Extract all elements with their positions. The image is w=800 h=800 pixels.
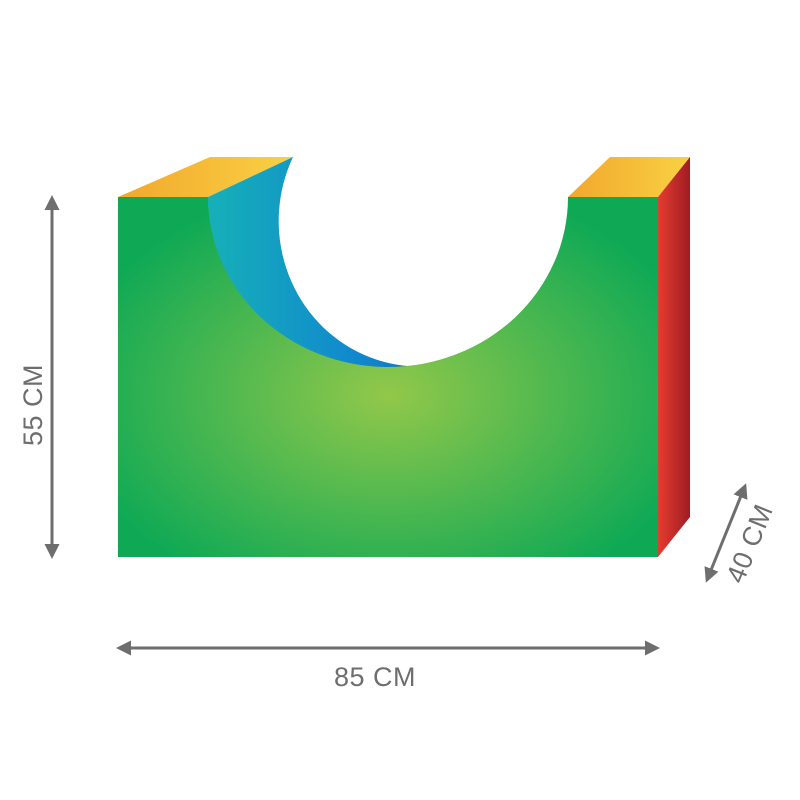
top-face-left: [118, 157, 293, 197]
height-label: 55 CM: [18, 364, 48, 446]
depth-dimension-arrow: [704, 483, 748, 583]
depth-label: 40 CM: [720, 500, 779, 587]
side-face: [658, 157, 690, 557]
top-face-right: [568, 157, 690, 197]
front-face: [118, 197, 658, 557]
width-label: 85 CM: [334, 662, 416, 692]
cutout-surface: [207, 157, 545, 372]
